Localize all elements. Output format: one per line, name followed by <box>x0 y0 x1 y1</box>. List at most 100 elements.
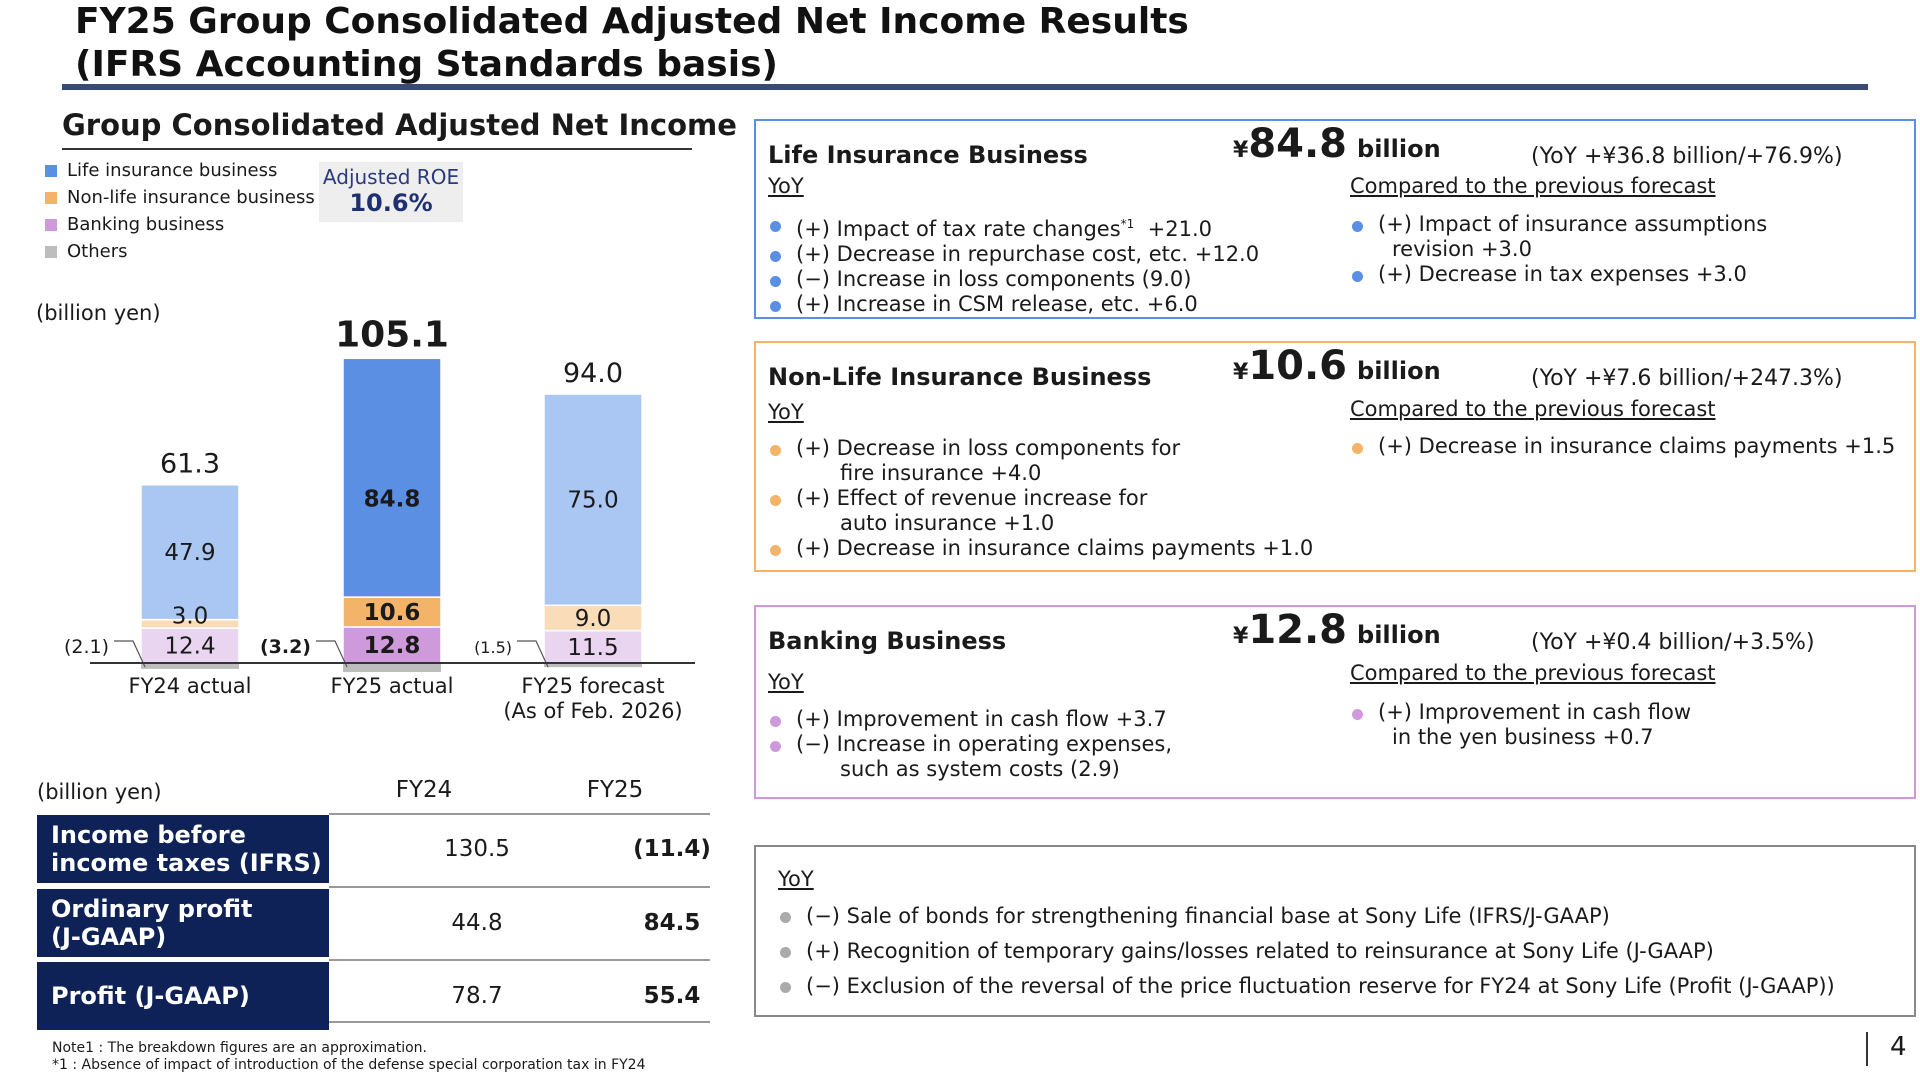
bullet-icon <box>1352 443 1363 454</box>
table-cell-fy24: 130.5 <box>444 836 510 862</box>
list-item: (−) Sale of bonds for strengthening fina… <box>778 899 1835 934</box>
bar-banking <box>342 626 442 664</box>
list-item: (+) Decrease in insurance claims payment… <box>1350 434 1895 459</box>
list-item: (+) Impact of insurance assumptions revis… <box>1350 212 1767 262</box>
banking-box-yoy-heading: YoY <box>768 670 804 694</box>
bullet-icon <box>770 445 781 456</box>
nonlife-box-yoy-heading: YoY <box>768 400 804 424</box>
life-box-forecast-list: (+) Impact of insurance assumptions revis… <box>1350 212 1767 287</box>
table-cell-fy25: 84.5 <box>643 910 701 936</box>
list-item: (−) Exclusion of the reversal of the pri… <box>778 969 1835 1004</box>
table-cell-fy24: 44.8 <box>451 910 503 936</box>
table-row-divider <box>329 886 710 888</box>
legend-swatch-nonlife <box>45 191 57 204</box>
list-item-continuation: in the yen business +0.7 <box>1392 725 1654 749</box>
legend-label-banking: Banking business <box>67 214 225 235</box>
adjusted-roe-label: Adjusted ROE <box>322 165 460 189</box>
list-item: (+) Increase in CSM release, etc. +6.0 <box>768 292 1259 317</box>
nonlife-box-amount-value: 10.6 <box>1248 343 1348 389</box>
stacked-bar-chart: 12.4 3.0 47.9 61.3 (2.1) FY24 actual 12.8 10.6 8… <box>64 314 695 723</box>
others-box-list: (−) Sale of bonds for strengthening fina… <box>778 899 1835 1004</box>
bar-life <box>140 483 240 621</box>
list-item-value: +21.0 <box>1134 217 1212 241</box>
page-number-divider <box>1866 1032 1868 1066</box>
list-item: (+) Decrease in loss components for fire … <box>768 436 1313 486</box>
table-row: Income before income taxes (IFRS) 130.5 (… <box>37 815 711 883</box>
table-row-label-line2: (J-GAAP) <box>51 923 167 951</box>
bullet-icon <box>770 221 781 232</box>
banking-box-amount-unit: billion <box>1357 621 1441 649</box>
list-item-text: (−) Increase in operating expenses, <box>796 732 1173 756</box>
table-row-label: Ordinary profit (J-GAAP) <box>37 889 329 957</box>
legend-label-life: Life insurance business <box>67 160 278 181</box>
data-label-life: 75.0 <box>567 488 618 514</box>
banking-box-amount-value: 12.8 <box>1248 607 1348 653</box>
life-box-title: Life Insurance Business <box>768 141 1088 169</box>
list-item: (+) Decrease in tax expenses +3.0 <box>1350 262 1767 287</box>
list-item-continuation: auto insurance +1.0 <box>840 511 1055 535</box>
footnote-marker: *1 <box>1120 217 1135 231</box>
list-item-text: (−) Sale of bonds for strengthening fina… <box>806 904 1610 928</box>
page-number: 4 <box>1890 1032 1907 1062</box>
page-title-line1: FY25 Group Consolidated Adjusted Net Inc… <box>75 1 1189 42</box>
footnote-2: *1 : Absence of impact of introduction o… <box>52 1057 646 1073</box>
list-item-text: (+) Effect of revenue increase for <box>796 486 1148 510</box>
bullet-icon <box>1352 271 1363 282</box>
table-row-label-line1: Income before <box>51 821 246 849</box>
others-box-yoy-heading: YoY <box>778 867 814 891</box>
data-label-others: (1.5) <box>474 638 512 657</box>
list-item: (−) Increase in loss components (9.0) <box>768 267 1259 292</box>
data-label-banking: 12.4 <box>164 634 215 660</box>
bar-others <box>343 663 441 673</box>
page-title: FY25 Group Consolidated Adjusted Net Inc… <box>75 0 1189 86</box>
chart-unit-label: (billion yen) <box>36 301 161 325</box>
banking-box-title: Banking Business <box>768 627 1007 655</box>
bullet-icon <box>1352 221 1363 232</box>
list-item: (+) Effect of revenue increase for auto i… <box>768 486 1313 536</box>
adjusted-roe-value: 10.6% <box>349 189 433 217</box>
list-item-text: (−) Increase in loss components (9.0) <box>796 267 1192 291</box>
leader-line-others <box>517 640 549 668</box>
x-tick-label: FY25 actual <box>331 674 454 698</box>
table-row-divider <box>329 959 710 961</box>
x-tick-label: FY24 actual <box>129 674 252 698</box>
bar-banking <box>543 629 643 664</box>
banking-box-forecast-heading: Compared to the previous forecast <box>1350 661 1716 685</box>
footnotes: Note1 : The breakdown figures are an app… <box>52 1040 646 1074</box>
bullet-icon <box>770 301 781 312</box>
bullet-icon <box>780 982 791 993</box>
list-item-text: (+) Improvement in cash flow +3.7 <box>796 707 1167 731</box>
banking-box-yen: ¥ <box>1233 624 1249 649</box>
table-row: Profit (J-GAAP) 78.7 55.4 <box>37 962 710 1030</box>
data-label-total: 94.0 <box>563 358 623 389</box>
table-row-label-line1: Ordinary profit <box>51 895 253 923</box>
footnote-1: Note1 : The breakdown figures are an app… <box>52 1040 427 1056</box>
list-item-text: (+) Decrease in repurchase cost, etc. +1… <box>796 242 1260 266</box>
list-item-text: (+) Impact of tax rate changes <box>796 217 1121 241</box>
bullet-icon <box>780 912 791 923</box>
life-insurance-box: Life Insurance Business ¥84.8 billion (Yo… <box>754 119 1916 319</box>
nonlife-box-amount: ¥10.6 billion <box>1233 343 1441 389</box>
list-item-text: (+) Decrease in insurance claims payment… <box>1378 434 1896 458</box>
legend-item-others: Others <box>45 241 128 262</box>
life-box-yoy-list: (+) Impact of tax rate changes*1 +21.0 (… <box>768 212 1259 317</box>
list-item: (+) Recognition of temporary gains/losse… <box>778 934 1835 969</box>
table-bottom-divider <box>329 1021 710 1023</box>
life-box-forecast-heading: Compared to the previous forecast <box>1350 174 1716 198</box>
data-label-total: 105.1 <box>335 314 449 355</box>
bar-others <box>141 663 239 669</box>
table-row: Ordinary profit (J-GAAP) 44.8 84.5 <box>37 889 710 957</box>
others-box: YoY (−) Sale of bonds for strengthening … <box>754 845 1916 1017</box>
nonlife-box-yoy-list: (+) Decrease in loss components for fire … <box>768 436 1313 561</box>
banking-box-amount: ¥12.8 billion <box>1233 607 1441 653</box>
nonlife-box-amount-unit: billion <box>1357 357 1441 385</box>
table-row-label: Profit (J-GAAP) <box>37 962 329 1030</box>
table-header-divider <box>329 813 710 815</box>
data-label-nonlife: 3.0 <box>172 604 209 630</box>
legend-item-life: Life insurance business <box>45 160 277 181</box>
list-item-text: (+) Increase in CSM release, etc. +6.0 <box>796 292 1198 316</box>
legend-swatch-life <box>45 164 57 177</box>
banking-box-yoy: (YoY +¥0.4 billion/+3.5%) <box>1531 630 1815 655</box>
list-item: (+) Decrease in insurance claims payment… <box>768 536 1313 561</box>
table-cell-fy24: 78.7 <box>451 983 503 1009</box>
